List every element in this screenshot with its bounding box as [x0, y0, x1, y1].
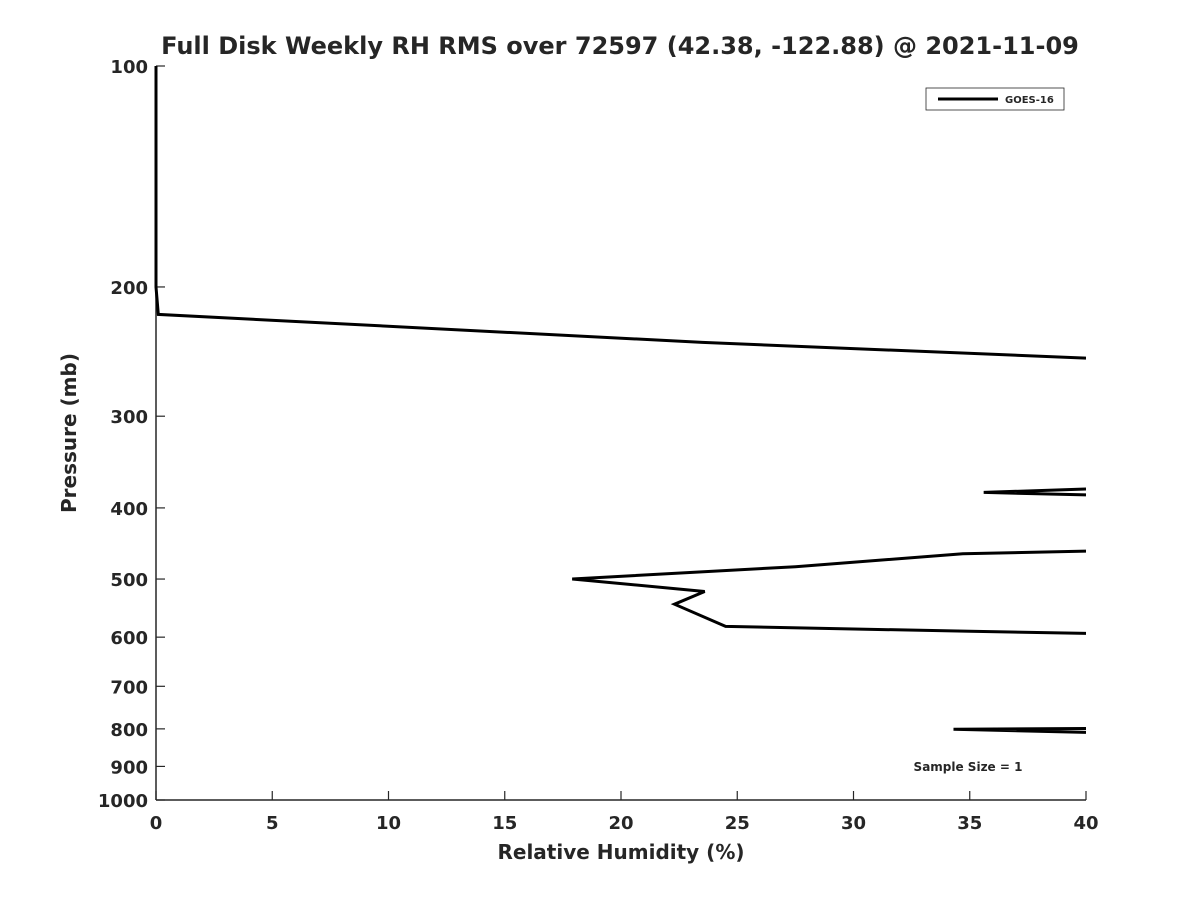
- plot-area: 0 5 10 15 20 25 30 35 40 100 200 300 400 500 600 700 80…: [98, 57, 1099, 834]
- y-tick-label: 100: [110, 57, 148, 78]
- series-line-segment-2: [983, 487, 1086, 497]
- legend-label-goes-16: GOES-16: [1005, 95, 1054, 106]
- y-tick-label: 300: [110, 407, 148, 428]
- x-axis-label: Relative Humidity (%): [497, 840, 744, 864]
- x-tick-label: 30: [841, 813, 866, 834]
- y-tick-label: 900: [110, 757, 148, 778]
- y-tick-label: 700: [110, 677, 148, 698]
- y-tick-label: 1000: [98, 791, 148, 812]
- x-tick-label: 20: [608, 813, 633, 834]
- y-axis-label: Pressure (mb): [57, 353, 81, 513]
- y-tick-label: 400: [110, 499, 148, 520]
- x-tick-label: 35: [957, 813, 982, 834]
- x-tick-label: 5: [266, 813, 279, 834]
- y-tick-label: 500: [110, 570, 148, 591]
- series-line-segment-4: [953, 727, 1086, 734]
- x-tick-label: 40: [1073, 813, 1098, 834]
- y-tick-label: 600: [110, 628, 148, 649]
- series-line-segment-1: [154, 66, 1086, 360]
- series-lines: [154, 66, 1086, 734]
- y-tick-label: 200: [110, 278, 148, 299]
- x-tick-label: 25: [725, 813, 750, 834]
- series-line-segment-3: [572, 549, 1086, 635]
- sample-size-annotation: Sample Size = 1: [914, 760, 1023, 774]
- legend: GOES-16: [925, 87, 1065, 111]
- y-tick-label: 800: [110, 720, 148, 741]
- x-tick-label: 15: [492, 813, 517, 834]
- x-tick-label: 10: [376, 813, 401, 834]
- x-ticks: 0 5 10 15 20 25 30 35 40: [150, 791, 1099, 834]
- chart-title: Full Disk Weekly RH RMS over 72597 (42.3…: [161, 32, 1079, 60]
- x-tick-label: 0: [150, 813, 163, 834]
- y-ticks: 100 200 300 400 500 600 700 800 900 1000: [98, 57, 165, 812]
